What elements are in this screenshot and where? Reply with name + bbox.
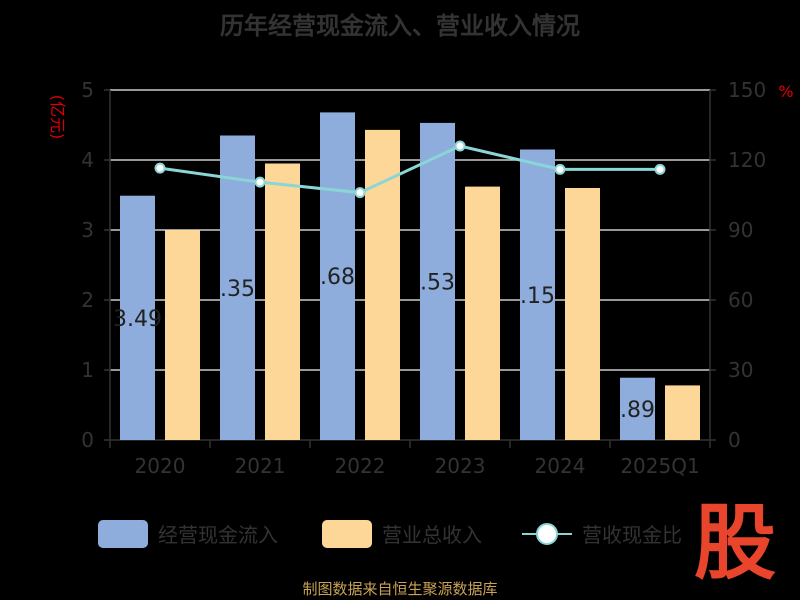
legend-revenue-label: 营业总收入: [382, 523, 482, 547]
ratio-point: [654, 163, 666, 175]
left-tick-label: 3: [81, 218, 94, 242]
bar-cashflow: [520, 149, 555, 440]
logo-mark: 股: [694, 496, 777, 591]
left-axis-unit: (亿元): [48, 95, 67, 140]
bar-cashflow: [220, 135, 255, 440]
bar-data-label: .68: [320, 265, 355, 290]
bar-cashflow: [620, 377, 655, 440]
bar-revenue: [265, 163, 300, 440]
bar-data-label: .35: [220, 277, 255, 302]
left-tick-label: 5: [81, 78, 94, 102]
bar-data-label: .89: [620, 398, 655, 423]
legend-ratio-label: 营收现金比: [582, 523, 682, 547]
bar-data-label: .53: [420, 270, 455, 295]
right-tick-label: 150: [728, 78, 766, 102]
bar-cashflow: [320, 112, 355, 441]
bar-revenue: [565, 188, 600, 440]
bar-revenue: [465, 186, 500, 440]
legend-cashflow-label: 经营现金流入: [158, 523, 278, 547]
right-tick-label: 120: [728, 148, 766, 172]
x-tick-label: 2023: [435, 454, 486, 478]
ratio-point: [554, 163, 566, 175]
ratio-line: [159, 144, 660, 195]
bar-data-label: 3.49: [113, 307, 162, 332]
bar-revenue: [165, 230, 200, 440]
ratio-point: [454, 140, 466, 152]
ratio-point: [254, 176, 266, 188]
x-tick-label: 2020: [135, 454, 186, 478]
source-note: 制图数据来自恒生聚源数据库: [302, 580, 498, 598]
right-axis-unit: %: [778, 82, 793, 101]
x-tick-label: 2022: [335, 454, 386, 478]
ratio-point: [154, 162, 166, 174]
x-tick-label: 2025Q1: [620, 454, 699, 478]
left-tick-label: 1: [81, 358, 94, 382]
legend-cashflow-swatch: [98, 520, 148, 548]
legend-revenue-swatch: [322, 520, 372, 548]
right-tick-label: 30: [728, 358, 753, 382]
right-tick-label: 90: [728, 218, 753, 242]
plot-area: 0 1 2 3 4 5 0 30 60 90 120 150 2020 2021 2022 2023 2024 2…: [81, 78, 766, 478]
bar-revenue: [665, 385, 700, 440]
bar-cashflow: [420, 122, 455, 441]
ratio-point: [354, 187, 366, 199]
left-tick-label: 2: [81, 288, 94, 312]
right-tick-label: 0: [728, 428, 741, 452]
bar-data-label: .15: [520, 284, 555, 309]
x-tick-label: 2021: [235, 454, 286, 478]
left-tick-label: 0: [81, 428, 94, 452]
right-tick-label: 60: [728, 288, 753, 312]
legend-ratio-marker: [536, 523, 558, 545]
chart-title: 历年经营现金流入、营业收入情况: [220, 12, 580, 40]
left-tick-label: 4: [81, 148, 94, 172]
legend: 经营现金流入 营业总收入 营收现金比: [98, 520, 682, 548]
bar-cashflow: [120, 195, 155, 440]
x-tick-label: 2024: [535, 454, 586, 478]
